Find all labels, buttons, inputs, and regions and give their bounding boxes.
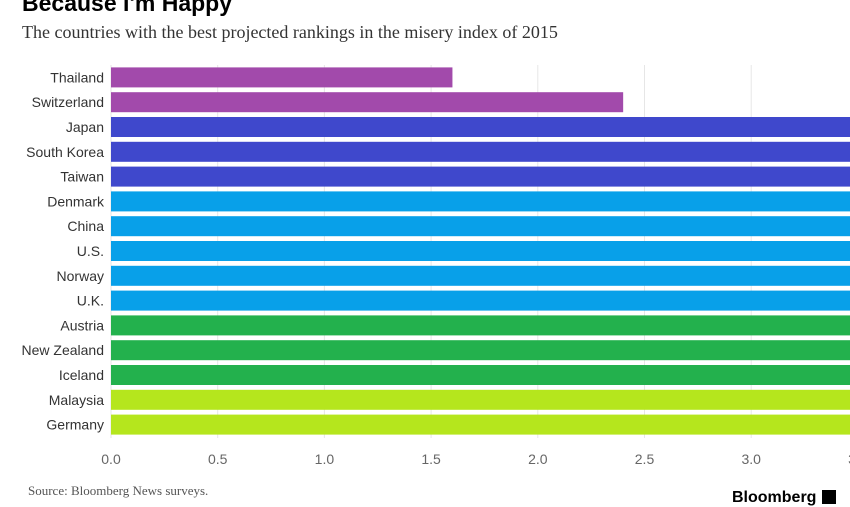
x-tick-label: 3.5 bbox=[848, 451, 850, 467]
bar bbox=[111, 216, 850, 237]
bar bbox=[111, 241, 850, 261]
category-label: Taiwan bbox=[60, 169, 104, 185]
category-label: New Zealand bbox=[22, 342, 105, 358]
bar bbox=[111, 117, 850, 137]
bar bbox=[111, 92, 624, 113]
logo-square-icon bbox=[822, 490, 837, 504]
bar bbox=[111, 290, 850, 311]
bar bbox=[111, 315, 850, 336]
category-label: South Korea bbox=[26, 144, 104, 160]
category-label: Germany bbox=[46, 417, 104, 433]
chart-title: Because I'm Happy bbox=[22, 0, 232, 16]
category-label: Denmark bbox=[47, 193, 105, 209]
x-tick-label: 0.5 bbox=[208, 451, 228, 467]
bar bbox=[111, 389, 850, 410]
x-tick-label: 0.0 bbox=[101, 451, 121, 467]
bar bbox=[111, 365, 850, 385]
category-label: Thailand bbox=[50, 69, 104, 85]
bar bbox=[111, 166, 850, 187]
bloomberg-logo: Bloomberg bbox=[732, 489, 837, 507]
bar bbox=[111, 67, 453, 88]
category-label: U.S. bbox=[77, 243, 104, 259]
category-label: Malaysia bbox=[49, 392, 104, 408]
bar bbox=[111, 191, 850, 212]
category-label: Switzerland bbox=[32, 94, 104, 110]
category-label: Japan bbox=[66, 119, 104, 135]
chart-subtitle: The countries with the best projected ra… bbox=[22, 22, 558, 42]
x-tick-label: 3.0 bbox=[741, 451, 761, 467]
category-label: China bbox=[67, 218, 104, 234]
source-note: Source: Bloomberg News surveys. bbox=[28, 483, 209, 498]
category-label: Iceland bbox=[59, 367, 104, 383]
category-label: U.K. bbox=[77, 293, 104, 309]
category-label: Norway bbox=[57, 268, 104, 284]
bar bbox=[111, 141, 850, 162]
x-tick-label: 1.5 bbox=[421, 451, 441, 467]
bar bbox=[111, 340, 850, 361]
bar bbox=[111, 265, 850, 286]
x-tick-label: 2.5 bbox=[635, 451, 655, 467]
x-tick-label: 2.0 bbox=[528, 451, 548, 467]
x-tick-label: 1.0 bbox=[315, 451, 335, 467]
bar bbox=[111, 414, 850, 435]
bar-chart: 0.00.51.01.52.02.53.03.54.04.55.05.56.06… bbox=[22, 65, 850, 467]
category-label: Austria bbox=[60, 317, 104, 333]
